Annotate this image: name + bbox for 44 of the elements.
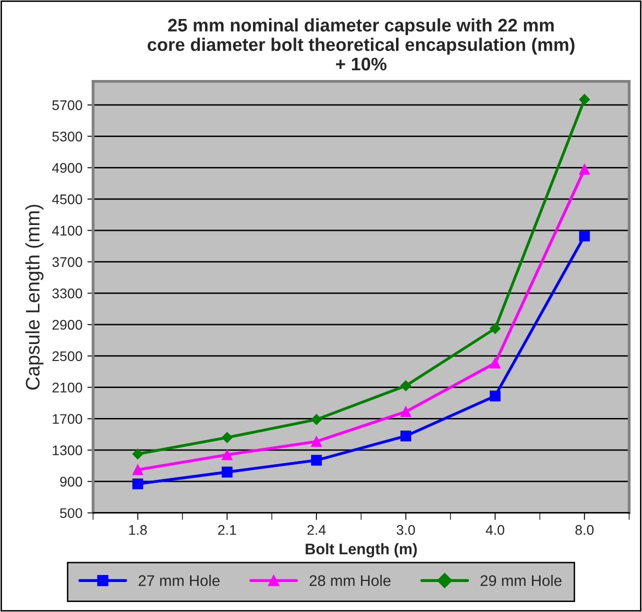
y-tick-label: 2100 <box>52 382 82 393</box>
x-tick-label: 1.8 <box>129 525 147 535</box>
point <box>490 358 501 368</box>
y-tick-label: 500 <box>60 508 82 518</box>
y-axis-title: Capsule Length (mm) <box>25 204 44 390</box>
y-tick-label: 4100 <box>52 226 82 236</box>
point <box>311 436 322 447</box>
legend-label: 27 mm Hole <box>138 574 220 586</box>
y-tick-label: 3700 <box>52 257 82 267</box>
y-tick-label: 900 <box>60 476 82 487</box>
point <box>132 448 144 460</box>
y-tick-label: 2500 <box>52 351 82 362</box>
y-tick-label: 5300 <box>52 132 82 142</box>
y-tick-label: 5700 <box>52 100 82 110</box>
chart-title: 25 mm nominal diameter capsule with 22 mm core diameter bolt theoretical encapsulation (mm) + 10% <box>148 18 574 70</box>
y-tick-label: 1700 <box>52 414 82 424</box>
x-tick-label: 8.0 <box>575 525 594 535</box>
y-tick-label: 4900 <box>52 163 82 173</box>
point <box>222 432 233 443</box>
point <box>490 390 501 402</box>
point <box>132 478 144 490</box>
y-tick-label: 2900 <box>52 320 82 330</box>
y-tick-label: 3300 <box>52 288 82 298</box>
x-tick-label: 3.0 <box>396 525 415 535</box>
point <box>579 94 590 105</box>
x-tick-label: 4.0 <box>486 525 504 535</box>
y-tick-label: 1300 <box>52 445 82 456</box>
point <box>132 464 144 476</box>
point <box>222 449 232 460</box>
point <box>579 230 590 242</box>
x-axis-title: Bolt Length (m) <box>306 543 417 558</box>
point <box>311 414 322 425</box>
point <box>490 323 501 334</box>
point <box>222 466 232 478</box>
x-tick-label: 2.4 <box>308 525 326 535</box>
legend-label: 28 mm Hole <box>310 574 391 586</box>
y-tick-label: 4500 <box>52 194 82 204</box>
point <box>400 430 412 442</box>
point <box>400 380 412 392</box>
point <box>400 406 412 418</box>
legend-label: 29 mm Hole <box>480 574 562 586</box>
x-tick-label: 2.1 <box>218 525 236 535</box>
point <box>579 164 590 175</box>
point <box>311 454 322 466</box>
